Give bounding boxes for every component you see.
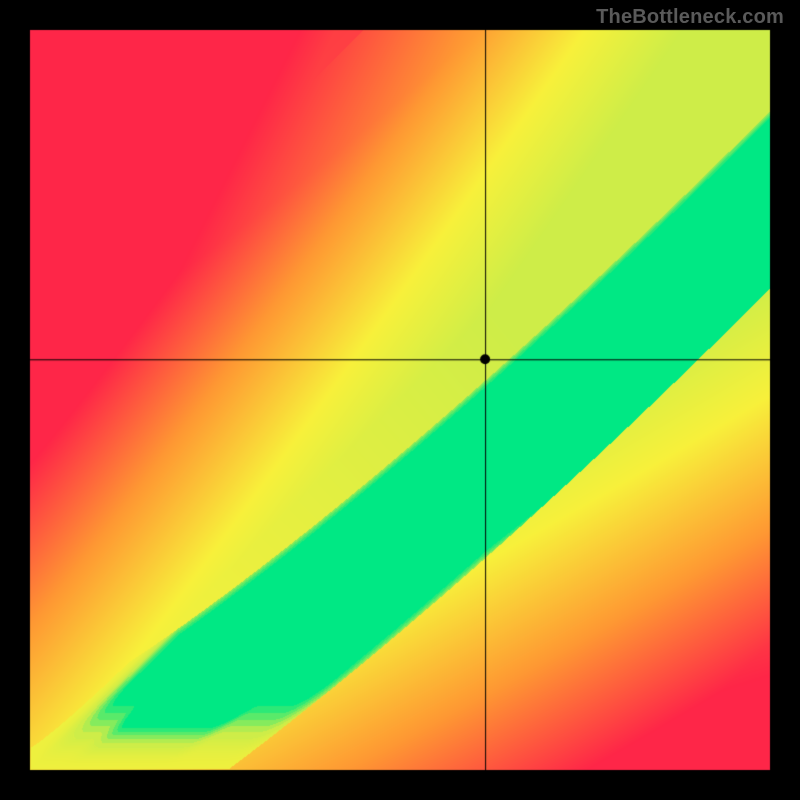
chart-container: TheBottleneck.com: [0, 0, 800, 800]
watermark-text: TheBottleneck.com: [596, 6, 784, 29]
heatmap-canvas: [0, 0, 800, 800]
